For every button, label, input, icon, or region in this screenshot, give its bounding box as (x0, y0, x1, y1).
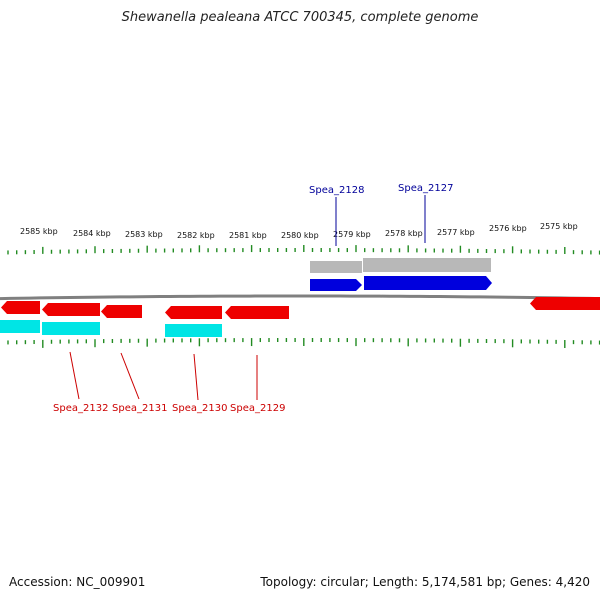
forward-cds-arrow (310, 279, 362, 291)
gene-label: Spea_2131 (112, 403, 167, 414)
reverse-cds-arrow (101, 305, 142, 318)
ruler-label: 2584 kbp (73, 229, 111, 238)
ruler-label: 2576 kbp (489, 224, 527, 233)
gene-label: Spea_2132 (53, 403, 108, 414)
label-leader-line (120, 352, 140, 400)
reverse-cds-arrow (530, 297, 600, 310)
reverse-cds-arrow (42, 303, 100, 316)
map-title: Shewanella pealeana ATCC 700345, complet… (121, 10, 479, 25)
ruler-label: 2577 kbp (437, 228, 475, 237)
genome-backbone (0, 294, 600, 301)
reverse-cds-arrow (1, 301, 40, 314)
reverse-gene-block (165, 324, 222, 337)
forward-cds-arrow (364, 276, 492, 290)
ruler-label: 2578 kbp (385, 229, 423, 238)
reverse-gene-block (0, 320, 40, 333)
ruler-label: 2581 kbp (229, 231, 267, 240)
ruler-label: 2575 kbp (540, 222, 578, 231)
reverse-gene-block (42, 322, 100, 335)
forward-gene-block (310, 261, 362, 273)
ruler-label: 2585 kbp (20, 227, 58, 236)
gene-label: Spea_2130 (172, 403, 227, 414)
ruler-label: 2582 kbp (177, 231, 215, 240)
reverse-cds-arrow (165, 306, 222, 319)
gene-label: Spea_2129 (230, 403, 285, 414)
gene-label: Spea_2127 (398, 183, 453, 194)
gene-label: Spea_2128 (309, 185, 364, 196)
accession-text: Accession: NC_009901 (9, 575, 146, 589)
label-leader-line (69, 351, 80, 400)
forward-gene-block (363, 258, 491, 272)
reverse-cds-arrow (225, 306, 289, 319)
ruler-label: 2579 kbp (333, 230, 371, 239)
genome-summary-text: Topology: circular; Length: 5,174,581 bp… (260, 575, 590, 589)
reverse-tick-row (7, 338, 600, 349)
forward-tick-row (7, 245, 600, 255)
label-leader-line (193, 353, 199, 401)
ruler-label: 2580 kbp (281, 231, 319, 240)
ruler-label: 2583 kbp (125, 230, 163, 239)
